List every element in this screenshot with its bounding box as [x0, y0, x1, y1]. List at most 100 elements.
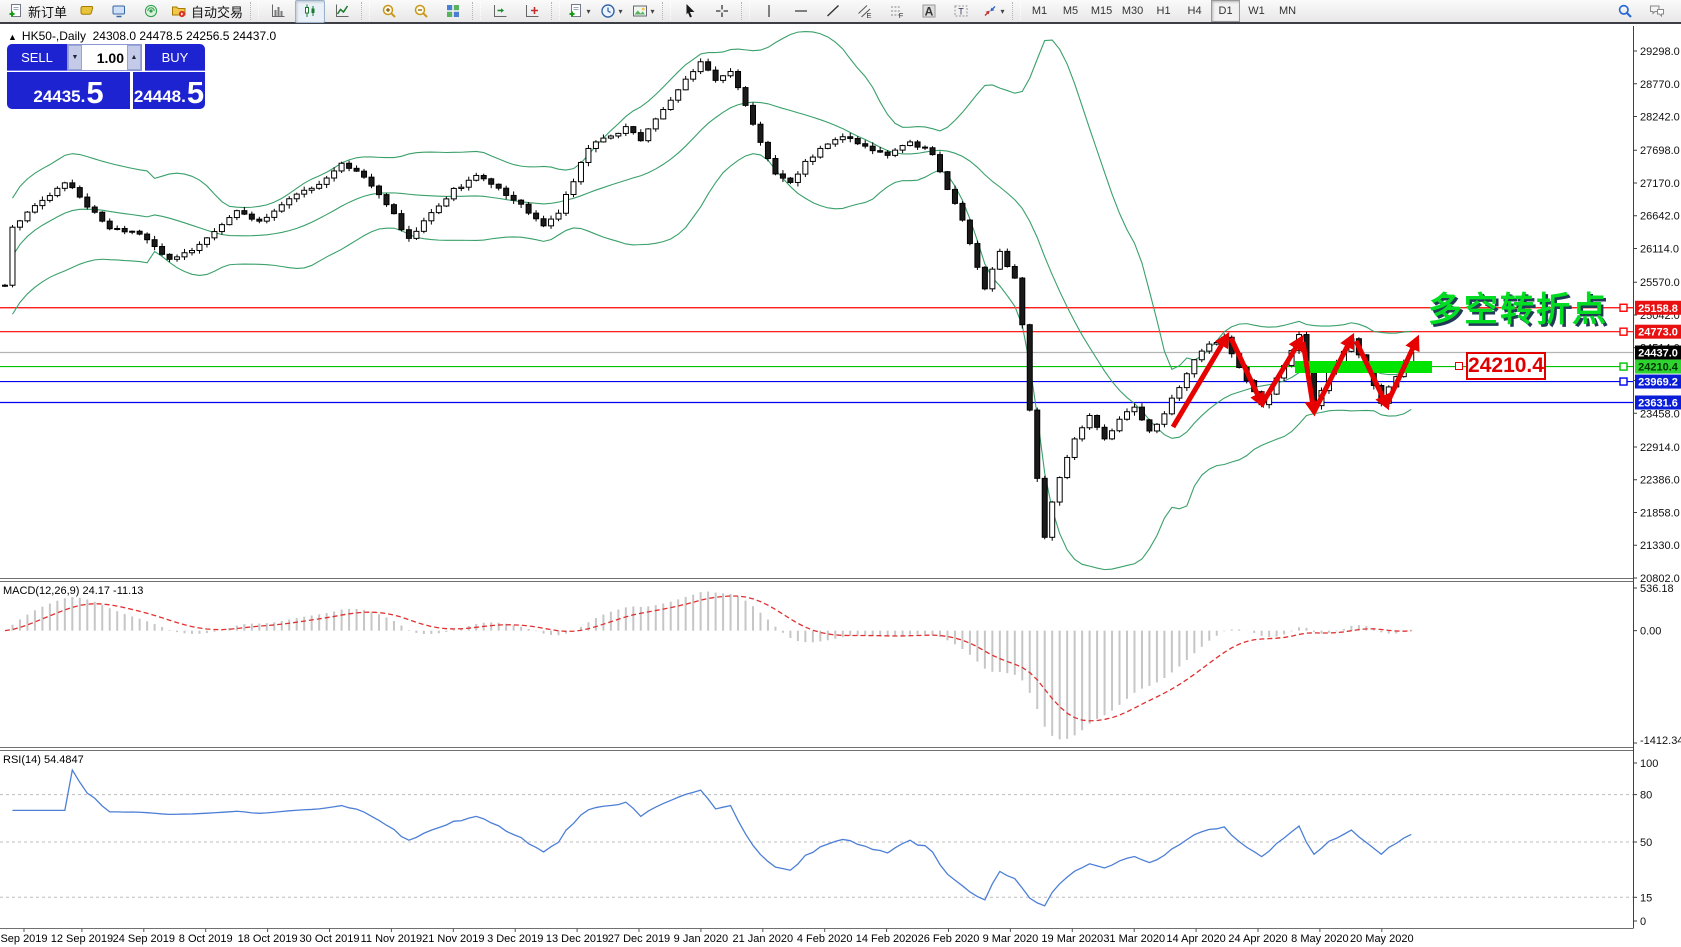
- candle: [645, 128, 652, 142]
- volume-down-button[interactable]: ▼: [68, 45, 82, 70]
- channel-tool-button[interactable]: E: [850, 0, 880, 23]
- candle: [757, 123, 764, 143]
- price-tick: 27170.0: [1640, 178, 1680, 190]
- label-tool-button[interactable]: T: [946, 0, 976, 23]
- history-center-button[interactable]: [72, 0, 102, 23]
- hline-anchor[interactable]: [1619, 377, 1628, 386]
- candle: [525, 203, 532, 214]
- candle: [959, 202, 966, 221]
- candle-chart-button[interactable]: [295, 0, 326, 23]
- profiles-button[interactable]: ▾: [596, 0, 626, 23]
- zigzag-arrow: [1300, 341, 1320, 417]
- buy-button[interactable]: BUY: [145, 44, 205, 71]
- date-tick[interactable]: Sep 2019: [0, 933, 47, 945]
- date-tick[interactable]: 27 Dec 2019: [608, 933, 670, 945]
- timeframe-w1-button[interactable]: W1: [1248, 5, 1265, 17]
- timeframe-m1-button[interactable]: M1: [1031, 5, 1048, 17]
- date-tick[interactable]: 20 May 2020: [1350, 933, 1414, 945]
- date-tick[interactable]: 19 Mar 2020: [1041, 933, 1103, 945]
- hline-anchor[interactable]: [1619, 327, 1628, 336]
- date-tick[interactable]: 3 Dec 2019: [487, 933, 543, 945]
- timeframe-m30-button[interactable]: M30: [1121, 5, 1144, 17]
- cursor-tool-button[interactable]: [675, 0, 705, 23]
- date-tick[interactable]: 14 Apr 2020: [1166, 933, 1225, 945]
- date-tick[interactable]: 8 Oct 2019: [179, 933, 233, 945]
- date-tick[interactable]: 11 Nov 2019: [361, 933, 423, 945]
- date-tick[interactable]: 24 Apr 2020: [1228, 933, 1287, 945]
- text-tool-button[interactable]: A: [914, 0, 944, 23]
- candle: [533, 212, 540, 220]
- templates-button[interactable]: ▾: [628, 0, 658, 23]
- chat-button[interactable]: [1642, 0, 1672, 23]
- date-tick[interactable]: 30 Oct 2019: [300, 933, 360, 945]
- trendline-tool-button[interactable]: [818, 0, 848, 23]
- timeframe-m5-button[interactable]: M5: [1062, 5, 1079, 17]
- price-tick: 26642.0: [1640, 211, 1680, 223]
- price-tick: 22386.0: [1640, 475, 1680, 487]
- axes-layer: 29298.0 28770.0 28242.0 27698.0 27170.0 26642…: [0, 26, 1681, 945]
- candle: [802, 160, 809, 175]
- buy-price-main: 24448: [133, 87, 182, 106]
- timeframe-h1-button[interactable]: H1: [1156, 5, 1171, 17]
- tile-windows-button[interactable]: [438, 0, 468, 23]
- candle: [862, 143, 869, 147]
- candle: [346, 162, 353, 169]
- bollinger-bands-layer: [12, 30, 1412, 571]
- date-tick[interactable]: 24 Sep 2019: [113, 933, 175, 945]
- zoom-out-button[interactable]: [406, 0, 436, 23]
- candle: [951, 188, 958, 204]
- date-tick[interactable]: 21 Jan 2020: [733, 933, 794, 945]
- candle: [1019, 277, 1026, 326]
- candle: [697, 61, 704, 73]
- market-watch-button[interactable]: [104, 0, 134, 23]
- date-tick[interactable]: 18 Oct 2019: [238, 933, 298, 945]
- candle: [600, 137, 607, 143]
- fibonacci-tool-button[interactable]: F: [882, 0, 912, 23]
- chart-shift-button[interactable]: [517, 0, 547, 23]
- new-order-button[interactable]: 新订单: [5, 0, 70, 23]
- line-chart-button[interactable]: [327, 0, 357, 23]
- timeframe-mn-button[interactable]: MN: [1278, 5, 1297, 17]
- zoom-in-button[interactable]: [374, 0, 404, 23]
- candle: [1101, 426, 1108, 440]
- chart-canvas[interactable]: 29298.0 28770.0 28242.0 27698.0 27170.0 26642…: [0, 26, 1681, 947]
- crosshair-tool-button[interactable]: [707, 0, 737, 23]
- candle: [390, 204, 397, 215]
- hline-anchor[interactable]: [1619, 303, 1628, 312]
- sell-price[interactable]: 24435. 5: [7, 72, 130, 109]
- auto-scroll-button[interactable]: [485, 0, 515, 23]
- price-tick: 29298.0: [1640, 46, 1680, 58]
- candle: [510, 194, 517, 201]
- date-tick[interactable]: 21 Nov 2019: [422, 933, 484, 945]
- search-icon: [1618, 4, 1632, 18]
- horizontal-line-tool-button[interactable]: [786, 0, 816, 23]
- timeframe-h4-button[interactable]: H4: [1187, 5, 1202, 17]
- bar-chart-button[interactable]: [263, 0, 293, 23]
- date-tick[interactable]: 9 Jan 2020: [674, 933, 728, 945]
- signals-button[interactable]: [136, 0, 166, 23]
- candle: [607, 135, 614, 139]
- vertical-line-tool-button[interactable]: [754, 0, 784, 23]
- sell-button[interactable]: SELL: [7, 44, 67, 71]
- buy-price[interactable]: 24448. 5: [133, 72, 205, 109]
- date-tick[interactable]: 9 Mar 2020: [983, 933, 1039, 945]
- candle: [211, 231, 218, 239]
- hline-anchor[interactable]: [1619, 362, 1628, 371]
- candle: [1131, 406, 1138, 413]
- auto-trading-button[interactable]: 自动交易: [168, 0, 246, 23]
- date-tick[interactable]: 12 Sep 2019: [51, 933, 113, 945]
- date-tick[interactable]: 31 Mar 2020: [1103, 933, 1165, 945]
- candle: [1161, 413, 1168, 425]
- date-tick[interactable]: 26 Feb 2020: [918, 933, 980, 945]
- date-tick[interactable]: 4 Feb 2020: [797, 933, 853, 945]
- volume-up-button[interactable]: ▲: [127, 45, 141, 70]
- search-button[interactable]: [1610, 0, 1640, 23]
- date-tick[interactable]: 8 May 2020: [1291, 933, 1348, 945]
- date-tick[interactable]: 14 Feb 2020: [856, 933, 918, 945]
- date-tick[interactable]: 13 Dec 2019: [546, 933, 608, 945]
- volume-input[interactable]: [82, 45, 127, 70]
- shapes-tool-button[interactable]: ▾: [978, 0, 1008, 23]
- new-chart-button[interactable]: ▾: [564, 0, 594, 23]
- timeframe-m15-button[interactable]: M15: [1090, 5, 1113, 17]
- timeframe-d1-button[interactable]: D1: [1211, 0, 1241, 22]
